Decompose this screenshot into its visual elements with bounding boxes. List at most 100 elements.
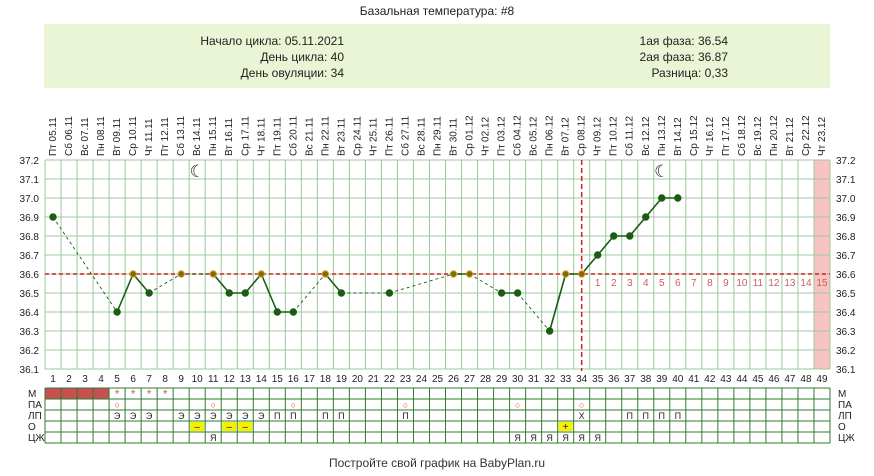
cycle-day-label: 49 (816, 374, 828, 385)
cycle-day-label: 25 (432, 374, 444, 385)
date-label: Вс 21.11 (304, 117, 315, 156)
post-ovulation-day-label: 7 (691, 278, 697, 289)
o-mark: – (242, 422, 248, 433)
cycle-day-label: 38 (640, 374, 652, 385)
date-label: Пн 08.11 (96, 116, 107, 156)
ovulation-test-highlight (222, 422, 237, 431)
cycle-day-label: 14 (256, 374, 268, 385)
temperature-point (145, 289, 153, 297)
ovulation-test-highlight (558, 422, 573, 431)
temperature-line-segment (260, 273, 279, 313)
cycle-day-label: 19 (336, 374, 348, 385)
temperature-line-segment (324, 273, 342, 294)
lp-mark: П (627, 411, 633, 421)
date-label: Пт 10.12 (609, 116, 620, 156)
cycle-day-label: 17 (304, 374, 316, 385)
y-tick-label-left: 37.0 (20, 194, 40, 205)
cycle-day-label: 35 (592, 374, 604, 385)
temperature-point (594, 251, 602, 259)
temperature-line-segment (548, 273, 567, 332)
menses-star: * (147, 387, 152, 401)
cycle-day-label: 24 (416, 374, 428, 385)
date-label: Вс 19.12 (753, 116, 764, 156)
cycle-day-label: 1 (50, 374, 56, 385)
temperature-line-segment (116, 273, 134, 313)
cycle-start: Начало цикла: 05.11.2021 (200, 34, 344, 48)
date-label: Ср 17.11 (240, 116, 251, 156)
date-label: Сб 18.12 (736, 115, 748, 156)
temperature-point (225, 289, 233, 297)
temperature-line-segment (244, 273, 262, 294)
post-ovulation-day-label: 1 (595, 278, 601, 289)
post-ovulation-day-label: 6 (675, 278, 681, 289)
y-tick-label-right: 37.0 (836, 194, 856, 205)
date-label: Вс 07.11 (80, 117, 91, 156)
temperature-line-segment (597, 235, 615, 256)
temperature-point (545, 327, 554, 335)
cm-mark: Я (546, 433, 553, 443)
temperature-point (642, 213, 650, 221)
cycle-day-label: 32 (544, 374, 556, 385)
date-label: Пт 05.11 (48, 117, 59, 156)
chart-title: Базальная температура: #8 (359, 4, 515, 18)
temperature-point (465, 270, 474, 278)
temperature-point (177, 270, 185, 278)
date-label: Вс 05.12 (529, 116, 540, 156)
lp-mark: Э (114, 411, 121, 421)
temperature-point (626, 232, 634, 240)
temperature-point (577, 270, 586, 278)
date-label: Вт 16.11 (224, 118, 235, 156)
menses-cell (45, 388, 62, 399)
date-label: Чт 25.11 (368, 117, 379, 156)
date-label: Вт 14.12 (673, 117, 684, 156)
y-tick-label-right: 36.9 (836, 213, 856, 224)
lp-mark: Э (146, 411, 153, 421)
post-ovulation-day-label: 8 (707, 278, 713, 289)
temperature-line-segment (581, 254, 599, 275)
cycle-day-label: 45 (752, 374, 764, 385)
post-ovulation-day-label: 12 (768, 278, 780, 289)
y-tick-label-right: 36.7 (836, 251, 856, 262)
symptom-label-left: ЦЖ (28, 433, 45, 444)
y-tick-label-left: 36.1 (20, 365, 40, 376)
temperature-point (209, 270, 217, 278)
date-label: Пн 29.11 (433, 116, 444, 156)
date-label: Ср 10.11 (128, 116, 139, 156)
phase-2-average: 2ая фаза: 36.87 (639, 50, 728, 64)
temperature-point (610, 232, 618, 240)
cycle-day-label: 43 (720, 374, 732, 385)
date-label: Вс 12.12 (641, 116, 652, 156)
moon-icon: ☾ (654, 162, 669, 181)
temperature-line-segment (629, 216, 647, 237)
y-tick-label-left: 36.3 (20, 327, 40, 338)
date-label: Вс 14.11 (192, 117, 203, 156)
cycle-day-label: 15 (272, 374, 284, 385)
date-label: Пт 12.11 (160, 117, 171, 156)
cycle-day-label: 2 (66, 374, 72, 385)
cycle-day-label: 7 (146, 374, 152, 385)
symptom-label-right: М (838, 389, 846, 400)
date-label: Пн 20.12 (769, 115, 780, 156)
symptom-label-right: О (838, 422, 846, 433)
cycle-day-label: 3 (82, 374, 88, 385)
y-tick-label-left: 36.5 (20, 289, 40, 300)
post-ovulation-day-label: 14 (800, 278, 812, 289)
temperature-point (289, 308, 298, 316)
ovulation-test-highlight (190, 422, 205, 431)
cycle-day-label: 36 (608, 374, 620, 385)
menses-cell (61, 388, 78, 399)
cycle-day-label: 44 (736, 374, 748, 385)
post-ovulation-day-label: 2 (611, 278, 617, 289)
cycle-day-label: 8 (162, 374, 168, 385)
lp-mark: Э (194, 411, 201, 421)
pa-mark: ○ (579, 400, 584, 410)
temperature-point (658, 194, 666, 202)
date-label: Сб 13.11 (175, 116, 187, 156)
footer-link[interactable]: Постройте свой график на BabyPlan.ru (328, 456, 546, 470)
temperature-point (561, 270, 570, 278)
temperature-point (385, 289, 394, 297)
post-ovulation-day-label: 15 (816, 278, 828, 289)
highlight-column (813, 160, 830, 369)
date-label: Пн 22.11 (320, 116, 331, 156)
date-label: Пт 26.11 (384, 117, 395, 156)
